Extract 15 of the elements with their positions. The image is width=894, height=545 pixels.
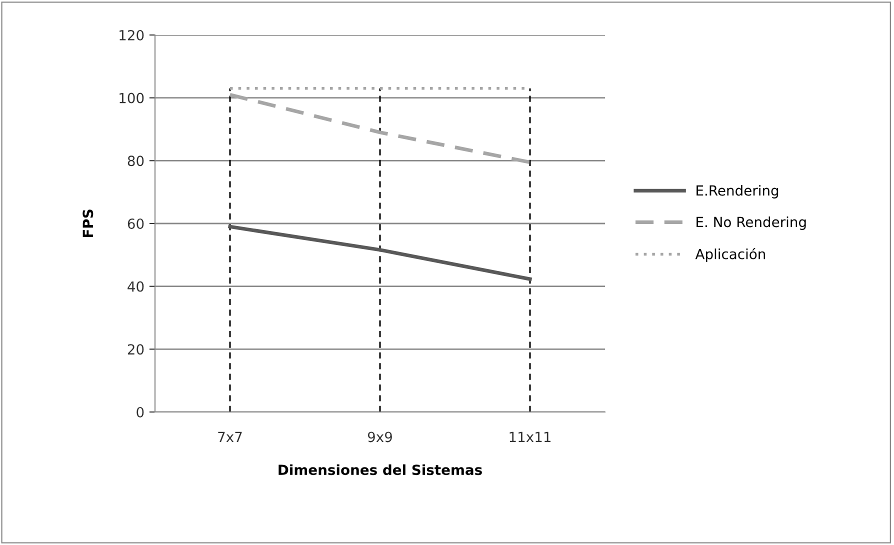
y-tick-label: 40 xyxy=(128,281,144,292)
y-tick-label: 100 xyxy=(120,92,144,104)
x-tick-label: 9x9 xyxy=(368,432,392,442)
y-tick-label: 20 xyxy=(128,344,144,355)
y-tick-label: 120 xyxy=(120,30,144,40)
y-tick-label: 0 xyxy=(136,406,144,418)
legend-label: E.Rendering xyxy=(696,185,778,198)
y-tick-label: 60 xyxy=(128,218,144,229)
legend-label: E. No Rendering xyxy=(696,216,806,230)
x-tick-label: 11x11 xyxy=(510,432,550,442)
x-tick-label: 7x7 xyxy=(218,432,242,442)
x-axis-title: Dimensiones del Sistemas xyxy=(278,464,482,476)
legend-label: Aplicación xyxy=(695,248,766,262)
y-axis-title: FPS xyxy=(82,210,94,238)
y-tick-label: 80 xyxy=(128,156,144,166)
